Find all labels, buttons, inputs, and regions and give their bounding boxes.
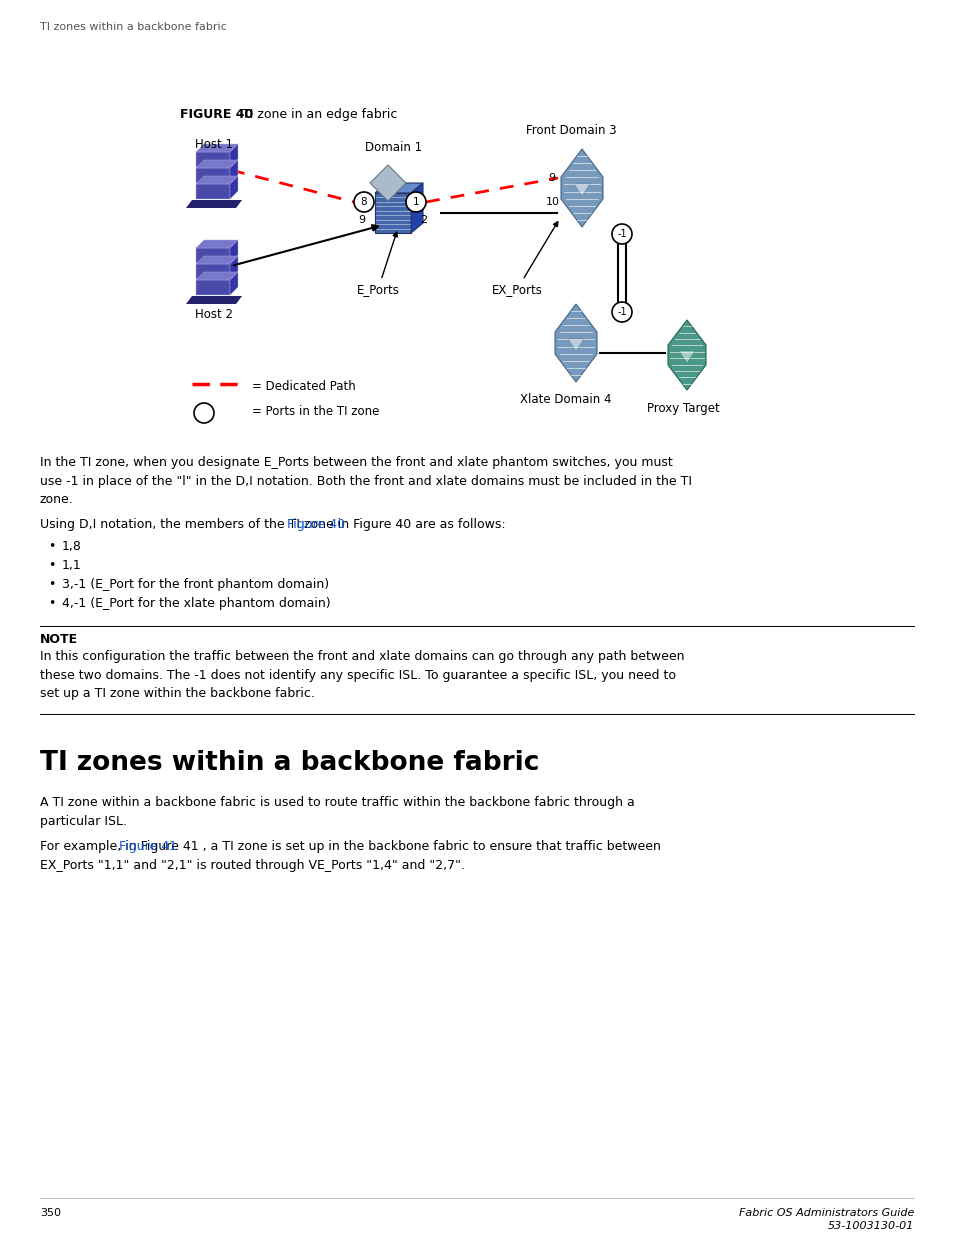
Text: Using D,I notation, the members of the TI zone in Figure 40 are as follows:: Using D,I notation, the members of the T… [40, 517, 505, 531]
Text: 3,-1 (E_Port for the front phantom domain): 3,-1 (E_Port for the front phantom domai… [62, 578, 329, 592]
Text: 4,-1 (E_Port for the xlate phantom domain): 4,-1 (E_Port for the xlate phantom domai… [62, 597, 331, 610]
Polygon shape [230, 240, 237, 263]
Text: FIGURE 40: FIGURE 40 [180, 107, 253, 121]
Text: In the TI zone, when you designate E_Ports between the front and xlate phantom s: In the TI zone, when you designate E_Por… [40, 456, 691, 506]
Polygon shape [186, 200, 242, 207]
Text: 2: 2 [420, 215, 427, 225]
Text: •: • [48, 540, 55, 553]
Polygon shape [567, 338, 583, 351]
Polygon shape [375, 193, 411, 233]
Polygon shape [195, 177, 237, 184]
Text: -1: -1 [617, 308, 626, 317]
Text: •: • [48, 597, 55, 610]
Polygon shape [195, 272, 237, 280]
Text: Host 2: Host 2 [194, 308, 233, 321]
Polygon shape [195, 280, 230, 295]
Text: 8: 8 [360, 198, 367, 207]
Text: 1,1: 1,1 [62, 559, 82, 572]
Text: Host 1: Host 1 [194, 138, 233, 151]
Circle shape [406, 191, 426, 212]
Text: 9: 9 [547, 173, 555, 183]
Polygon shape [230, 177, 237, 199]
Polygon shape [574, 184, 589, 196]
Text: In this configuration the traffic between the front and xlate domains can go thr: In this configuration the traffic betwee… [40, 650, 684, 700]
Text: Front Domain 3: Front Domain 3 [525, 124, 616, 137]
Text: = Ports in the TI zone: = Ports in the TI zone [252, 405, 379, 417]
Text: Figure 41: Figure 41 [119, 840, 177, 853]
Polygon shape [230, 161, 237, 183]
Text: -1: -1 [617, 228, 626, 240]
Polygon shape [679, 351, 695, 363]
Circle shape [193, 403, 213, 424]
Text: 1: 1 [413, 198, 419, 207]
Polygon shape [195, 240, 237, 248]
Text: TI zone in an edge fabric: TI zone in an edge fabric [237, 107, 397, 121]
Polygon shape [230, 256, 237, 279]
Text: E_Ports: E_Ports [356, 232, 399, 296]
Text: 9: 9 [358, 215, 365, 225]
Polygon shape [375, 183, 422, 193]
Polygon shape [667, 320, 705, 390]
Text: 350: 350 [40, 1208, 61, 1218]
Text: TI zones within a backbone fabric: TI zones within a backbone fabric [40, 750, 538, 776]
Text: •: • [48, 559, 55, 572]
Polygon shape [195, 161, 237, 168]
Polygon shape [230, 144, 237, 167]
Text: TI zones within a backbone fabric: TI zones within a backbone fabric [40, 22, 227, 32]
Polygon shape [195, 256, 237, 264]
Text: 10: 10 [545, 198, 559, 207]
Text: A TI zone within a backbone fabric is used to route traffic within the backbone : A TI zone within a backbone fabric is us… [40, 797, 634, 827]
Polygon shape [195, 184, 230, 199]
Text: For example, in Figure 41 , a TI zone is set up in the backbone fabric to ensure: For example, in Figure 41 , a TI zone is… [40, 840, 660, 872]
Text: 1,8: 1,8 [62, 540, 82, 553]
Circle shape [612, 303, 631, 322]
Text: Proxy Target: Proxy Target [646, 403, 719, 415]
Text: Domain 1: Domain 1 [365, 141, 421, 154]
Polygon shape [195, 152, 230, 167]
Polygon shape [195, 248, 230, 263]
Circle shape [354, 191, 374, 212]
Text: •: • [48, 578, 55, 592]
Polygon shape [560, 149, 602, 227]
Circle shape [612, 224, 631, 245]
Polygon shape [370, 165, 406, 201]
Polygon shape [555, 304, 597, 382]
Text: Fabric OS Administrators Guide
53-1003130-01: Fabric OS Administrators Guide 53-100313… [738, 1208, 913, 1231]
Polygon shape [195, 264, 230, 279]
Text: Xlate Domain 4: Xlate Domain 4 [519, 393, 611, 406]
Polygon shape [195, 144, 237, 152]
Polygon shape [186, 296, 242, 304]
Polygon shape [411, 183, 422, 233]
Text: EX_Ports: EX_Ports [491, 222, 558, 296]
Text: NOTE: NOTE [40, 634, 78, 646]
Polygon shape [195, 168, 230, 183]
Text: = Dedicated Path: = Dedicated Path [252, 380, 355, 393]
Text: Figure 40: Figure 40 [287, 517, 345, 531]
Polygon shape [230, 272, 237, 295]
